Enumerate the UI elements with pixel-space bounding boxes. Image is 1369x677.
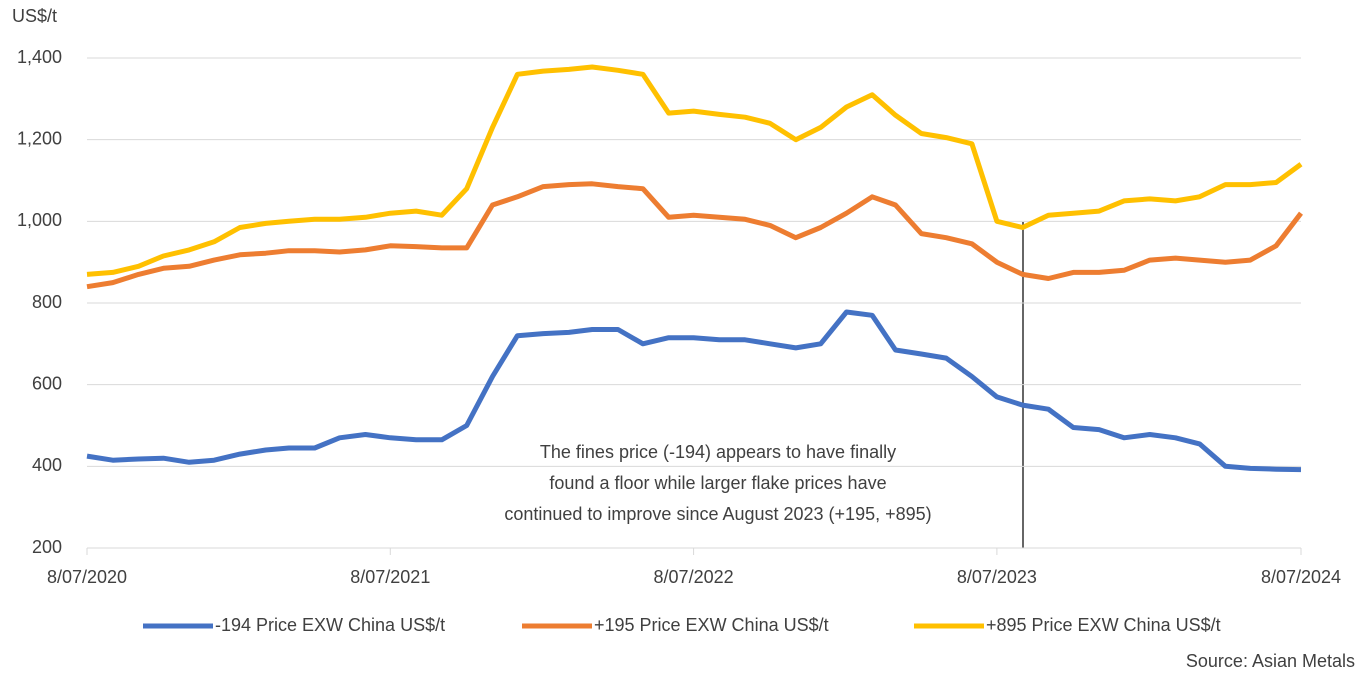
series-line — [86, 64, 1303, 277]
annotation: found a floor while larger flake prices … — [549, 473, 886, 493]
x-tick-label: 8/07/2023 — [957, 567, 1037, 587]
legend-label: +195 Price EXW China US$/t — [594, 615, 829, 635]
y-tick-label: 1,200 — [17, 128, 62, 148]
y-axis-label: US$/t — [12, 6, 57, 26]
y-tick-label: 800 — [32, 292, 62, 312]
x-tick-label: 8/07/2021 — [350, 567, 430, 587]
x-tick-label: 8/07/2020 — [47, 567, 127, 587]
x-tick-label: 8/07/2024 — [1261, 567, 1341, 587]
y-tick-label: 1,400 — [17, 47, 62, 67]
series-line — [86, 309, 1302, 473]
y-tick-label: 600 — [32, 373, 62, 393]
legend-label: -194 Price EXW China US$/t — [215, 615, 445, 635]
y-tick-label: 200 — [32, 537, 62, 557]
y-tick-label: 1,000 — [17, 210, 62, 230]
legend-label: +895 Price EXW China US$/t — [986, 615, 1221, 635]
annotation: The fines price (-194) appears to have f… — [540, 442, 896, 462]
annotation: continued to improve since August 2023 (… — [504, 504, 931, 524]
series-line — [86, 181, 1303, 290]
source: Source: Asian Metals — [1186, 651, 1355, 671]
y-tick-label: 400 — [32, 455, 62, 475]
x-tick-label: 8/07/2022 — [654, 567, 734, 587]
